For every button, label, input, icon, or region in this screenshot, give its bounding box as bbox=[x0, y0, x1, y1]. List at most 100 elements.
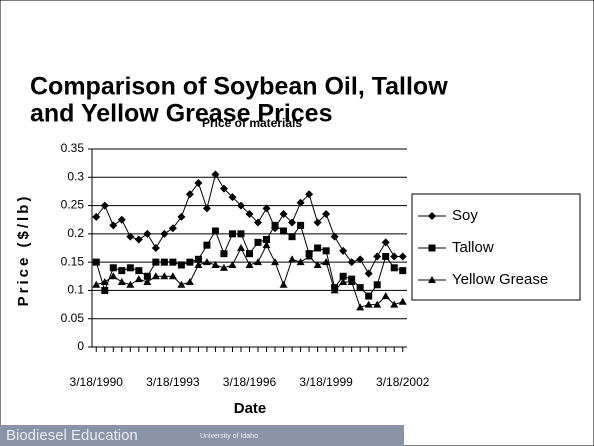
marker bbox=[109, 264, 117, 272]
marker bbox=[246, 250, 253, 258]
legend-marker bbox=[428, 244, 436, 252]
marker bbox=[390, 252, 399, 261]
marker bbox=[313, 260, 322, 268]
legend-label: Tallow bbox=[452, 239, 494, 256]
marker bbox=[288, 233, 296, 241]
x-tick-label: 3/18/1996 bbox=[223, 375, 277, 389]
footer-banner bbox=[0, 425, 404, 446]
marker bbox=[322, 258, 331, 266]
marker bbox=[177, 212, 186, 221]
x-tick-label: 3/18/1990 bbox=[70, 375, 124, 389]
marker bbox=[211, 227, 219, 235]
marker bbox=[160, 229, 169, 238]
marker bbox=[390, 300, 399, 308]
chart-subtitle: Price of materials bbox=[202, 116, 302, 130]
marker bbox=[168, 272, 177, 280]
marker bbox=[271, 258, 280, 266]
marker bbox=[398, 297, 407, 305]
marker bbox=[194, 178, 203, 187]
marker bbox=[134, 275, 143, 283]
marker bbox=[126, 280, 135, 288]
legend-marker bbox=[428, 276, 436, 283]
marker bbox=[169, 258, 177, 266]
marker bbox=[236, 201, 245, 210]
x-axis-label: Date bbox=[234, 400, 267, 417]
marker bbox=[177, 261, 185, 269]
y-axis-label: Price ($/lb) bbox=[15, 194, 32, 307]
y-tick-label: 0 bbox=[77, 339, 84, 353]
marker bbox=[185, 190, 194, 199]
marker bbox=[254, 258, 263, 266]
marker bbox=[186, 258, 194, 266]
marker bbox=[347, 277, 356, 285]
marker bbox=[373, 252, 382, 261]
y-tick-label: 0.1 bbox=[67, 283, 84, 297]
marker bbox=[271, 221, 279, 229]
marker bbox=[185, 277, 194, 285]
marker bbox=[228, 260, 237, 268]
marker bbox=[356, 284, 364, 292]
marker bbox=[314, 244, 322, 252]
marker bbox=[228, 193, 237, 202]
x-tick-label: 3/18/1993 bbox=[146, 375, 200, 389]
marker bbox=[330, 286, 339, 294]
marker bbox=[118, 267, 126, 275]
marker bbox=[339, 277, 348, 285]
marker bbox=[228, 230, 236, 238]
title-line: and Yellow Grease Prices bbox=[30, 100, 333, 128]
marker bbox=[211, 260, 220, 268]
marker bbox=[254, 218, 263, 227]
marker bbox=[160, 272, 169, 280]
marker bbox=[109, 221, 118, 230]
marker bbox=[398, 252, 407, 261]
marker bbox=[263, 236, 271, 244]
marker bbox=[100, 201, 109, 210]
marker bbox=[262, 204, 271, 213]
marker bbox=[126, 232, 135, 241]
marker bbox=[219, 184, 228, 193]
marker bbox=[296, 198, 305, 207]
marker bbox=[279, 280, 288, 288]
marker bbox=[160, 258, 168, 266]
marker bbox=[288, 255, 297, 263]
y-tick-label: 0.3 bbox=[67, 169, 84, 183]
marker bbox=[177, 280, 186, 288]
y-tick-label: 0.15 bbox=[61, 254, 85, 268]
marker bbox=[347, 258, 356, 267]
x-tick-label: 3/18/2002 bbox=[376, 375, 430, 389]
marker bbox=[236, 244, 245, 251]
marker bbox=[245, 210, 254, 219]
marker bbox=[202, 258, 211, 266]
marker bbox=[399, 267, 407, 275]
y-tick-label: 0.05 bbox=[61, 311, 85, 325]
legend-box bbox=[411, 193, 581, 301]
marker bbox=[220, 250, 228, 258]
marker bbox=[280, 227, 288, 235]
marker bbox=[92, 212, 101, 221]
marker bbox=[390, 264, 398, 272]
marker bbox=[330, 232, 339, 241]
marker bbox=[168, 224, 177, 233]
legend-label: Yellow Grease bbox=[452, 271, 548, 288]
marker bbox=[339, 246, 348, 255]
marker bbox=[279, 210, 288, 219]
marker bbox=[101, 286, 109, 294]
marker bbox=[152, 258, 160, 266]
marker bbox=[296, 258, 305, 266]
marker bbox=[151, 272, 160, 280]
footer-right: University of Idaho bbox=[200, 433, 258, 440]
legend-label: Soy bbox=[452, 207, 478, 224]
marker bbox=[356, 303, 365, 311]
footer-left: Biodiesel Education bbox=[6, 427, 138, 444]
marker bbox=[143, 229, 152, 238]
marker bbox=[134, 235, 143, 244]
marker bbox=[382, 252, 390, 260]
marker bbox=[364, 300, 373, 308]
y-tick-label: 0.25 bbox=[61, 198, 85, 212]
marker bbox=[364, 269, 373, 278]
marker bbox=[381, 238, 390, 247]
marker bbox=[305, 190, 314, 199]
y-tick-label: 0.2 bbox=[67, 226, 84, 240]
marker bbox=[203, 241, 211, 249]
